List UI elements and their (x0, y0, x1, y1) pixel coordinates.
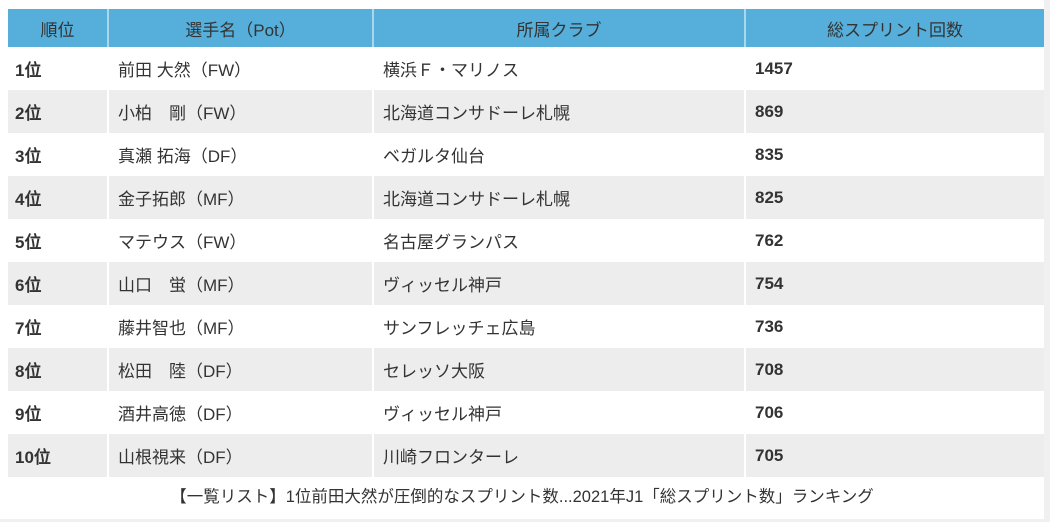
table-row: 9位 酒井高徳（DF） ヴィッセル神戸 706 (8, 391, 1044, 434)
sprint-count-cell: 705 (744, 434, 1044, 477)
rank-cell: 7位 (15, 319, 42, 338)
player-cell: 松田 陸（DF） (107, 348, 373, 391)
sprint-count-cell: 762 (744, 219, 1044, 262)
rank-cell: 6位 (15, 276, 42, 295)
rank-cell: 8位 (15, 362, 42, 381)
player-cell: 真瀬 拓海（DF） (107, 133, 373, 176)
col-header-rank: 順位 (8, 9, 108, 47)
sprint-count-cell: 825 (744, 176, 1044, 219)
player-cell: 小柏 剛（FW） (107, 90, 373, 133)
sprint-count-cell: 754 (744, 262, 1044, 305)
sprint-count-cell: 708 (744, 348, 1044, 391)
club-cell: ベガルタ仙台 (372, 133, 745, 176)
club-cell: セレッソ大阪 (372, 348, 745, 391)
table-row: 5位 マテウス（FW） 名古屋グランパス 762 (8, 219, 1044, 262)
rank-cell: 3位 (15, 147, 42, 166)
rank-cell: 1位 (15, 61, 42, 80)
table-row: 10位 山根視来（DF） 川崎フロンターレ 705 (8, 434, 1044, 477)
table-row: 2位 小柏 剛（FW） 北海道コンサドーレ札幌 869 (8, 90, 1044, 133)
player-cell: 前田 大然（FW） (107, 47, 373, 90)
table-caption: 【一覧リスト】1位前田大然が圧倒的なスプリント数...2021年J1「総スプリン… (170, 488, 874, 506)
sprint-count-cell: 1457 (744, 47, 1044, 90)
table-row: 7位 藤井智也（MF） サンフレッチェ広島 736 (8, 305, 1044, 348)
table-row: 1位 前田 大然（FW） 横浜Ｆ・マリノス 1457 (8, 47, 1044, 90)
header-row: 順位 選手名（Pot） 所属クラブ 総スプリント回数 (8, 9, 1044, 47)
club-cell: サンフレッチェ広島 (372, 305, 745, 348)
rank-cell: 10位 (15, 448, 51, 467)
table-row: 8位 松田 陸（DF） セレッソ大阪 708 (8, 348, 1044, 391)
player-cell: マテウス（FW） (107, 219, 373, 262)
rank-cell: 2位 (15, 104, 42, 123)
rank-cell: 5位 (15, 233, 42, 252)
table-row: 6位 山口 蛍（MF） ヴィッセル神戸 754 (8, 262, 1044, 305)
player-cell: 酒井高徳（DF） (107, 391, 373, 434)
sprint-ranking-table: 順位 選手名（Pot） 所属クラブ 総スプリント回数 1位 前田 大然（FW） … (8, 9, 1044, 477)
sprint-count-cell: 706 (744, 391, 1044, 434)
col-header-club: 所属クラブ (372, 9, 745, 47)
club-cell: 北海道コンサドーレ札幌 (372, 176, 745, 219)
club-cell: 川崎フロンターレ (372, 434, 745, 477)
rank-cell: 9位 (15, 405, 42, 424)
club-cell: 横浜Ｆ・マリノス (372, 47, 745, 90)
table-header: 順位 選手名（Pot） 所属クラブ 総スプリント回数 (8, 9, 1044, 47)
sprint-count-cell: 736 (744, 305, 1044, 348)
sprint-count-cell: 835 (744, 133, 1044, 176)
rank-cell: 4位 (15, 190, 42, 209)
table-body: 1位 前田 大然（FW） 横浜Ｆ・マリノス 1457 2位 小柏 剛（FW） 北… (8, 47, 1044, 477)
col-header-count: 総スプリント回数 (744, 9, 1044, 47)
club-cell: 名古屋グランパス (372, 219, 745, 262)
club-cell: ヴィッセル神戸 (372, 262, 745, 305)
player-cell: 山口 蛍（MF） (107, 262, 373, 305)
table-row: 4位 金子拓郎（MF） 北海道コンサドーレ札幌 825 (8, 176, 1044, 219)
table-row: 3位 真瀬 拓海（DF） ベガルタ仙台 835 (8, 133, 1044, 176)
club-cell: 北海道コンサドーレ札幌 (372, 90, 745, 133)
col-header-player: 選手名（Pot） (107, 9, 373, 47)
player-cell: 藤井智也（MF） (107, 305, 373, 348)
player-cell: 山根視来（DF） (107, 434, 373, 477)
player-cell: 金子拓郎（MF） (107, 176, 373, 219)
club-cell: ヴィッセル神戸 (372, 391, 745, 434)
sprint-count-cell: 869 (744, 90, 1044, 133)
